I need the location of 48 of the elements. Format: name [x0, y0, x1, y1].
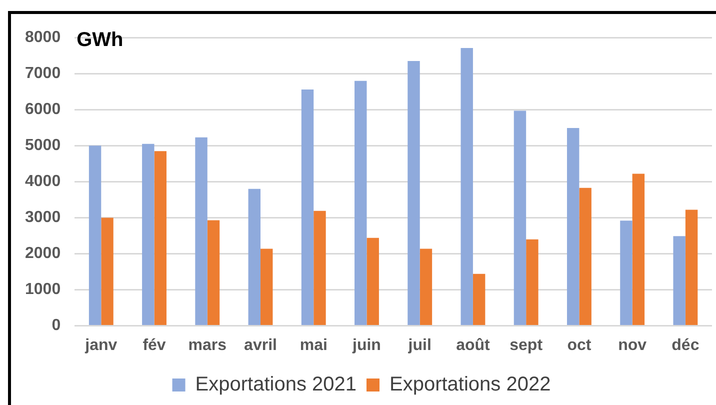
bar	[301, 89, 314, 326]
y-axis-title: GWh	[76, 29, 124, 52]
bar	[673, 236, 686, 326]
bar	[154, 151, 166, 326]
bar	[248, 188, 261, 326]
bar	[514, 110, 526, 326]
bar	[207, 220, 220, 326]
x-tick-label: juil	[407, 336, 432, 354]
bar	[420, 248, 432, 326]
y-tick-label: 2000	[25, 245, 61, 262]
x-tick-label: mars	[188, 336, 227, 354]
legend-label: Exportations 2022	[390, 374, 551, 396]
x-tick-label: août	[456, 336, 491, 354]
bar	[526, 239, 538, 326]
y-tick-label: 4000	[25, 173, 61, 190]
y-tick-label: 8000	[25, 29, 61, 46]
bar	[685, 210, 698, 326]
bar	[260, 248, 273, 326]
y-tick-label: 0	[52, 317, 61, 334]
bar	[101, 218, 114, 326]
bar	[366, 238, 379, 326]
y-tick-label: 5000	[25, 137, 61, 154]
x-tick-label: avril	[244, 336, 277, 354]
bar	[142, 144, 154, 326]
bar	[579, 188, 592, 326]
bar	[566, 128, 580, 326]
y-tick-label: 3000	[25, 209, 61, 226]
y-tick-label: 6000	[25, 101, 61, 118]
bar	[354, 80, 367, 326]
bar	[460, 48, 473, 326]
y-tick-label: 7000	[25, 65, 61, 82]
x-tick-label: sept	[510, 336, 544, 354]
x-tick-label: juin	[352, 336, 381, 354]
x-tick-label: janv	[84, 336, 118, 354]
x-tick-label: déc	[672, 336, 700, 354]
bar	[88, 146, 102, 326]
x-tick-label: nov	[618, 336, 647, 354]
x-tick-label: mai	[300, 336, 328, 354]
bar	[408, 61, 420, 326]
y-tick-label: 1000	[25, 281, 61, 298]
x-tick-label: fév	[142, 336, 166, 354]
bar	[314, 210, 326, 326]
bar	[195, 137, 208, 326]
bar	[472, 274, 486, 326]
x-tick-label: oct	[567, 336, 592, 354]
legend-label: Exportations 2021	[195, 374, 357, 396]
bar	[620, 220, 632, 326]
bar	[632, 174, 645, 326]
